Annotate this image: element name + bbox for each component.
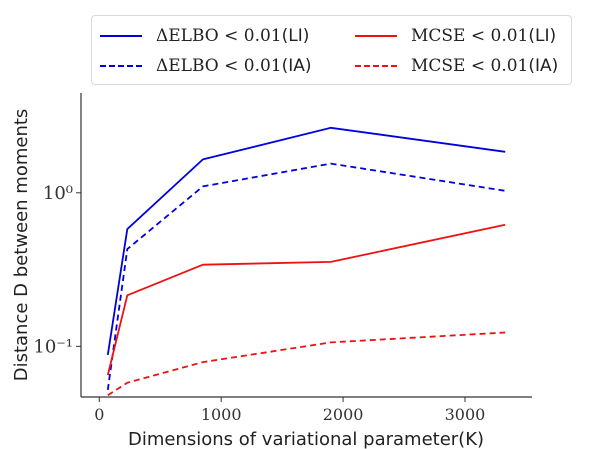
ticks: 0 1000 2000 3000 10⁻¹ 10⁰: [33, 183, 485, 424]
legend-item: MCSE < 0.01(LI): [355, 24, 556, 48]
y-tick-label: 10⁻¹: [33, 336, 73, 357]
x-tick-label: 1000: [201, 405, 242, 424]
x-tick-label: 3000: [445, 405, 486, 424]
series-line-3: [107, 331, 506, 397]
series-line-0: [106, 126, 506, 356]
legend-swatch: [355, 35, 397, 37]
legend-label: ΔELBO < 0.01: [156, 26, 282, 46]
x-tick-label: 0: [94, 405, 104, 424]
legend-suffix: (LI): [281, 26, 310, 46]
legend-label: MCSE < 0.01: [411, 26, 529, 46]
legend-swatch: [100, 35, 142, 37]
y-tick-label: 10⁰: [43, 183, 73, 204]
legend-item: MCSE < 0.01(IA): [355, 54, 558, 78]
legend-label: MCSE < 0.01: [411, 56, 529, 76]
legend-suffix: (IA): [528, 56, 559, 76]
legend: ΔELBO < 0.01(LI) MCSE < 0.01(LI) ΔELBO <…: [91, 15, 572, 85]
series-line-2: [106, 223, 506, 376]
series-line-1: [106, 162, 506, 391]
legend-swatch: [355, 65, 397, 67]
legend-item: ΔELBO < 0.01(IA): [100, 54, 312, 78]
legend-swatch: [100, 65, 142, 67]
x-axis-label: Dimensions of variational parameter(K): [128, 429, 484, 449]
y-axis-label: Distance D between moments: [11, 109, 32, 382]
series-layer: [106, 126, 506, 397]
legend-label: ΔELBO < 0.01: [156, 56, 282, 76]
x-tick-label: 2000: [323, 405, 364, 424]
legend-item: ΔELBO < 0.01(LI): [100, 24, 309, 48]
legend-suffix: (LI): [528, 26, 557, 46]
axes: [80, 93, 532, 398]
legend-suffix: (IA): [281, 56, 312, 76]
